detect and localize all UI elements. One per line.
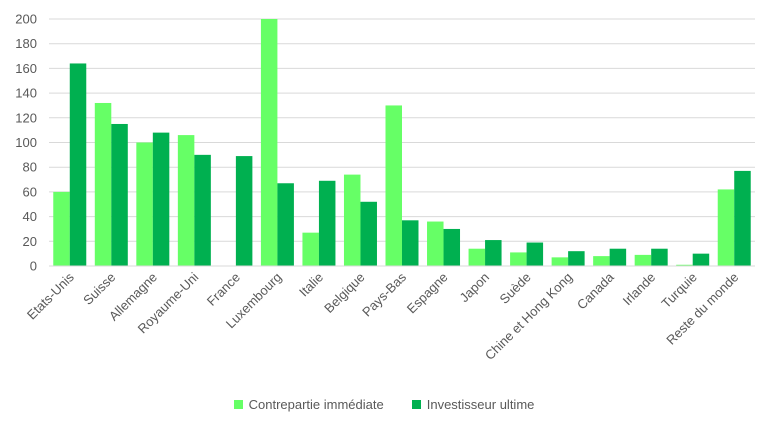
x-tick-label: Italie bbox=[296, 270, 326, 300]
y-tick-label: 60 bbox=[23, 184, 37, 199]
x-tick-label: Etats-Unis bbox=[24, 269, 77, 322]
bars bbox=[53, 19, 751, 267]
bar bbox=[343, 174, 361, 266]
x-tick-label: Reste du monde bbox=[663, 270, 741, 348]
bar bbox=[427, 221, 444, 266]
x-tick-label: Japon bbox=[457, 270, 493, 306]
x-tick-label: Canada bbox=[574, 269, 617, 312]
bar bbox=[277, 183, 294, 266]
legend-swatch-investisseur bbox=[411, 400, 421, 409]
bar bbox=[402, 220, 419, 266]
bar bbox=[194, 154, 211, 266]
bar bbox=[634, 254, 652, 266]
legend-item-contrepartie: Contrepartie immédiate bbox=[233, 397, 384, 412]
legend: Contrepartie immédiate Investisseur ulti… bbox=[0, 397, 768, 412]
y-tick-label: 80 bbox=[23, 160, 37, 175]
bar bbox=[717, 189, 735, 266]
y-tick-label: 160 bbox=[15, 61, 37, 76]
x-tick-label: Suède bbox=[497, 270, 534, 307]
bar bbox=[468, 248, 486, 266]
bar bbox=[510, 252, 527, 266]
legend-swatch-contrepartie bbox=[233, 400, 243, 409]
bar bbox=[302, 232, 319, 266]
bar bbox=[568, 251, 585, 266]
x-tick-label: Irlande bbox=[620, 270, 659, 309]
y-tick-label: 180 bbox=[15, 36, 37, 51]
bar bbox=[94, 102, 112, 266]
y-tick-label: 120 bbox=[15, 110, 37, 125]
x-tick-label: France bbox=[204, 270, 243, 309]
y-tick-label: 140 bbox=[15, 86, 37, 101]
bar-chart: 0 20 40 60 80 100 120 140 160 180 200 Etats-Unis Sui… bbox=[15, 12, 755, 363]
bar bbox=[177, 135, 195, 266]
bar bbox=[385, 105, 402, 266]
bar bbox=[235, 156, 253, 266]
bar bbox=[260, 19, 278, 266]
bar bbox=[734, 170, 751, 266]
x-tick-label: Suisse bbox=[80, 270, 118, 308]
y-tick-label: 0 bbox=[30, 259, 37, 274]
legend-item-investisseur: Investisseur ultime bbox=[411, 397, 535, 412]
y-tick-label: 40 bbox=[23, 209, 37, 224]
x-tick-label: Espagne bbox=[404, 270, 451, 317]
bar bbox=[53, 191, 70, 266]
bar bbox=[692, 253, 710, 266]
bar bbox=[443, 228, 461, 266]
bar bbox=[526, 242, 544, 266]
y-tick-label: 20 bbox=[23, 234, 37, 249]
bar bbox=[152, 132, 170, 266]
bar bbox=[609, 248, 627, 266]
bar bbox=[485, 240, 502, 266]
bar bbox=[676, 264, 693, 266]
y-tick-label: 100 bbox=[15, 135, 37, 150]
bar bbox=[69, 63, 87, 267]
bar bbox=[651, 248, 668, 266]
x-tick-label: Turquie bbox=[658, 270, 699, 311]
bar bbox=[136, 142, 153, 266]
legend-label-contrepartie: Contrepartie immédiate bbox=[248, 397, 384, 412]
bar bbox=[593, 256, 610, 266]
bar bbox=[111, 123, 128, 266]
bar bbox=[360, 201, 377, 266]
bar bbox=[318, 180, 336, 266]
y-tick-label: 200 bbox=[15, 12, 37, 27]
bar bbox=[551, 257, 569, 266]
x-tick-label: Pays-Bas bbox=[359, 269, 409, 319]
legend-label-investisseur: Investisseur ultime bbox=[426, 397, 535, 412]
